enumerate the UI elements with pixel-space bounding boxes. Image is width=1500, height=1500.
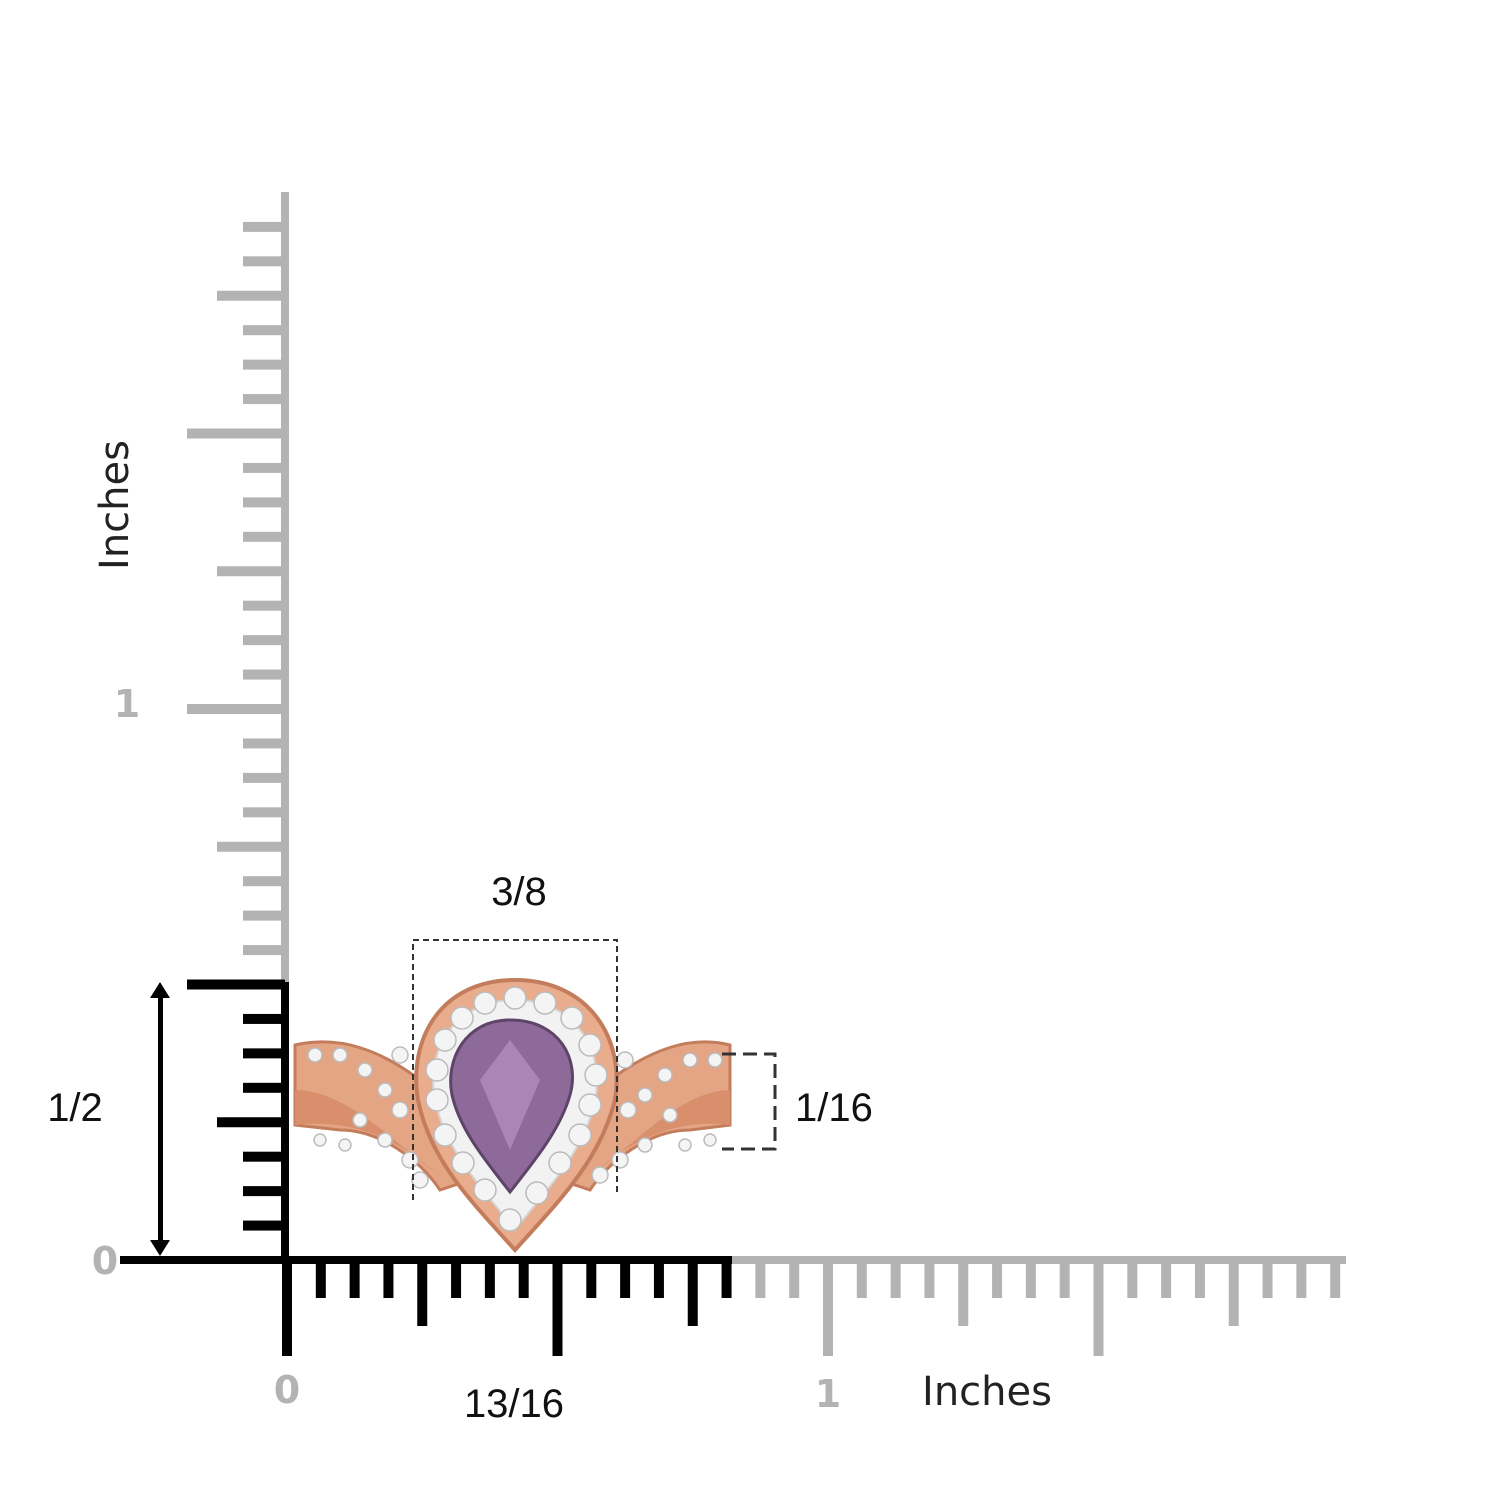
x-tick [484,1256,495,1298]
y-tick [243,1220,285,1231]
x-tick [856,1256,867,1298]
x-tick [586,1256,597,1298]
x-tick [1296,1256,1307,1298]
x-tick [349,1256,360,1298]
overall-height-label: 1/2 [47,1086,103,1130]
y-tick [243,600,285,611]
y-tick [243,1186,285,1197]
y-ruler-title: Inches [92,440,138,570]
y-tick [243,738,285,749]
ruler-line [120,1256,287,1264]
y-tick [243,221,285,232]
band-height-label: 1/16 [795,1086,873,1130]
y-tick [243,1013,285,1024]
x-tick [1262,1256,1273,1298]
x-tick [653,1256,664,1298]
y-tick [243,497,285,508]
x-tick [823,1256,833,1356]
x-tick [315,1256,326,1298]
x-tick [282,1256,292,1356]
x-tick [518,1256,529,1298]
y-tick [243,325,285,336]
height-arrow [150,982,170,1256]
y-tick [217,841,285,852]
y-tick [187,428,285,439]
y-tick [243,359,285,370]
x-tick [451,1256,462,1298]
x-tick [1330,1256,1341,1298]
y-tick [243,807,285,818]
rulers [120,192,1346,1356]
y-tick [243,945,285,956]
y-tick [217,566,285,577]
y-tick [243,394,285,405]
x-tick [924,1256,935,1298]
overall-width-label: 13/16 [464,1382,564,1426]
x-tick [1025,1256,1036,1298]
x-tick [1161,1256,1172,1298]
x-tick [552,1256,563,1356]
y-tick [243,910,285,921]
x-tick [1059,1256,1070,1298]
x-tick [687,1256,698,1326]
y-tick [243,876,285,887]
top-width-label: 3/8 [491,870,547,914]
y-tick [243,256,285,267]
ruler-line [287,1256,732,1264]
x-tick [383,1256,394,1298]
y-tick [187,704,285,714]
y-tick [217,1117,285,1128]
y-tick [243,531,285,542]
ruler-line [281,192,289,982]
x-tick [992,1256,1003,1298]
x-tick [789,1256,800,1298]
y-ruler-label: 0 [92,1239,118,1283]
ring-image [293,977,732,1253]
x-tick [755,1256,766,1298]
x-tick [1194,1256,1205,1298]
x-tick [890,1256,901,1298]
y-tick [243,772,285,783]
x-tick [1228,1256,1239,1326]
y-tick [243,669,285,680]
x-tick [1127,1256,1138,1298]
x-tick [1093,1256,1104,1356]
x-ruler-title: Inches [922,1369,1052,1415]
y-tick [217,290,285,301]
x-tick [958,1256,969,1326]
ruler-line [732,1256,1346,1264]
x-ruler-label: 1 [815,1372,841,1416]
x-ruler-label: 0 [274,1368,300,1412]
y-tick [243,635,285,646]
y-ruler-label: 1 [114,682,140,726]
x-tick [417,1256,428,1326]
y-tick [187,979,285,990]
band-guide [722,1052,777,1151]
y-tick [243,1048,285,1059]
x-tick [620,1256,631,1298]
dimension-guides [412,939,618,1200]
y-tick [243,462,285,473]
y-tick [243,1151,285,1162]
x-tick [721,1256,732,1298]
y-tick [243,1082,285,1093]
